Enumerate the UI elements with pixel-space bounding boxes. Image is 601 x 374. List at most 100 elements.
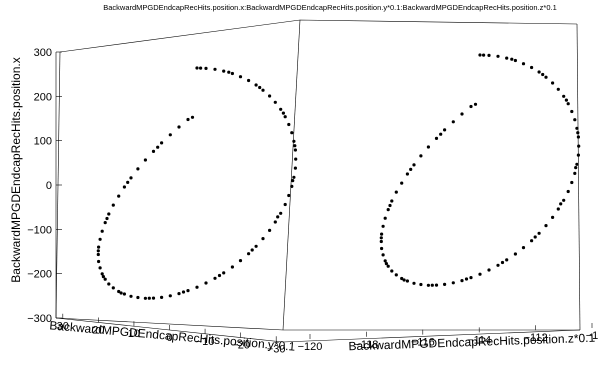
data-point (107, 212, 111, 216)
data-point (213, 276, 217, 280)
x-tick-label: 10 (128, 328, 140, 340)
data-point (227, 70, 231, 74)
data-point (273, 100, 277, 104)
data-point (160, 141, 164, 145)
plot-frame (55, 19, 581, 331)
data-point (513, 58, 518, 63)
y-tick-label: −112 (524, 332, 548, 344)
data-point (213, 67, 217, 71)
data-point (204, 281, 208, 285)
data-point (186, 289, 190, 293)
data-point (564, 98, 569, 102)
data-point (238, 75, 243, 79)
data-point (261, 237, 265, 241)
data-point (575, 162, 579, 166)
data-point (402, 278, 406, 282)
data-point (177, 125, 181, 129)
data-point (268, 94, 272, 98)
data-point (96, 252, 100, 257)
data-point (129, 294, 133, 298)
data-point (451, 281, 455, 285)
box-back-vertical-edge (282, 19, 301, 331)
data-point (177, 292, 181, 296)
data-point (181, 290, 186, 294)
data-point (451, 120, 455, 124)
data-point (103, 221, 107, 225)
chart-title: BackwardMPGDEndcapRecHits.position.x:Bac… (103, 3, 557, 12)
y-axis-line (282, 329, 581, 343)
data-point (469, 276, 473, 280)
data-point (291, 179, 295, 183)
data-point (101, 275, 105, 279)
data-point (443, 128, 447, 132)
data-point (566, 189, 570, 194)
data-point (379, 236, 383, 240)
data-point (254, 244, 258, 248)
data-point (122, 185, 126, 189)
data-point (122, 292, 126, 296)
data-point (533, 235, 537, 239)
data-point (510, 57, 514, 61)
data-point (500, 260, 505, 265)
box-right-vertical-edge (576, 23, 581, 331)
data-point (287, 122, 291, 127)
data-point (168, 133, 172, 137)
data-point (292, 139, 296, 143)
box-back-top-edge (59, 19, 578, 53)
data-point (576, 131, 580, 135)
data-point (513, 252, 518, 256)
box-floor-back-left-edge (55, 317, 284, 331)
data-point (204, 66, 208, 70)
data-point (107, 282, 111, 286)
data-point (290, 184, 294, 188)
data-point (394, 273, 398, 277)
data-point (151, 296, 156, 300)
data-point (380, 246, 384, 251)
data-point (283, 202, 287, 207)
data-point (230, 265, 234, 269)
z-tick-label: 100 (34, 136, 52, 148)
data-point (478, 272, 482, 276)
data-point (117, 289, 121, 294)
data-point (222, 69, 226, 73)
data-point (380, 232, 384, 236)
data-point (419, 282, 423, 287)
data-point (551, 215, 555, 219)
data-point (136, 295, 140, 300)
data-point (573, 118, 577, 122)
data-point (505, 56, 509, 60)
z-tick-label: −300 (27, 313, 52, 325)
data-point (460, 112, 464, 116)
data-point (482, 53, 486, 57)
data-point (293, 148, 297, 152)
y-axis-title: BackwardMPGDEndcapRecHits.position.z*0.1 (348, 331, 595, 354)
data-point (443, 282, 447, 286)
z-tick-label: 300 (34, 47, 52, 59)
data-point (268, 228, 272, 232)
data-point (574, 166, 578, 170)
data-point (439, 132, 443, 136)
data-point (496, 54, 500, 58)
data-point (195, 66, 199, 70)
data-point (247, 252, 251, 256)
data-point (434, 136, 439, 140)
data-point (390, 199, 394, 203)
z-tick-label: 200 (34, 91, 52, 103)
data-point (100, 272, 104, 276)
data-point (117, 194, 121, 198)
data-point (261, 88, 265, 92)
data-point (294, 157, 298, 161)
data-point (199, 66, 203, 70)
data-point (412, 163, 416, 167)
data-point (487, 268, 491, 272)
data-point (381, 253, 385, 257)
data-point (473, 102, 478, 106)
data-point (405, 172, 409, 176)
data-point (238, 259, 243, 263)
data-point (100, 229, 104, 233)
data-point (478, 53, 482, 57)
data-point (105, 216, 109, 221)
data-point (496, 263, 500, 267)
data-point (103, 277, 107, 281)
data-point (98, 266, 102, 270)
